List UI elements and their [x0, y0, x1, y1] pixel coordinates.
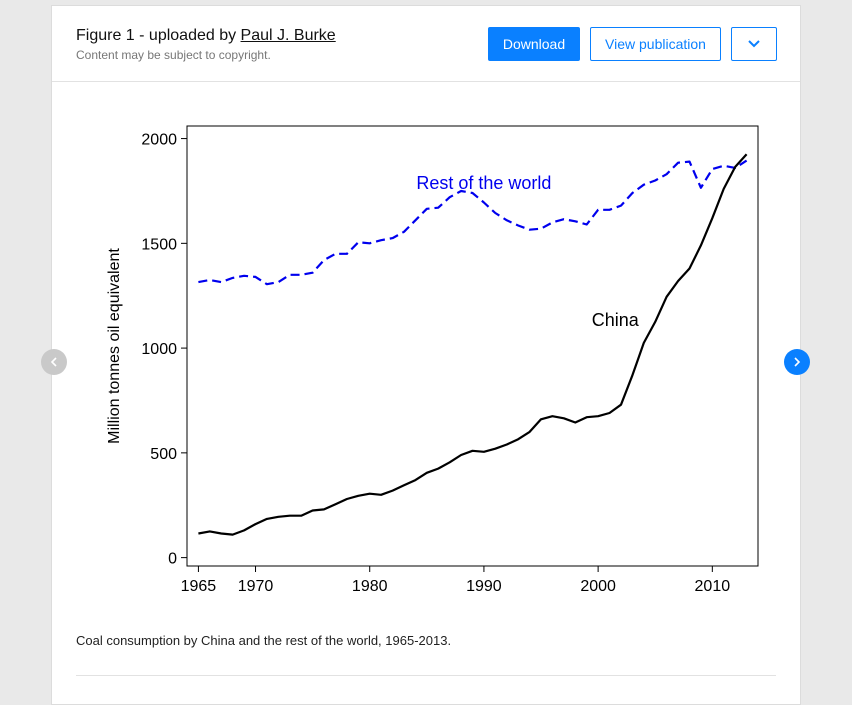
x-tick-label: 1980: [352, 578, 388, 595]
x-tick-label: 1990: [466, 578, 502, 595]
figure-header: Figure 1 - uploaded by Paul J. Burke Con…: [52, 6, 800, 82]
plot-frame: [186, 125, 759, 567]
chevron-left-icon: [50, 357, 57, 367]
series-label-rest-of-the-world: Rest of the world: [416, 173, 551, 193]
figure-title: Figure 1 - uploaded by Paul J. Burke: [76, 27, 336, 45]
x-tick-label: 1970: [238, 578, 274, 595]
previous-figure-button[interactable]: [41, 349, 67, 375]
x-tick-label: 2000: [580, 578, 616, 595]
figure-caption: Coal consumption by China and the rest o…: [76, 633, 452, 648]
chevron-right-icon: [794, 357, 801, 367]
y-tick-label: 1500: [141, 236, 177, 253]
more-options-button[interactable]: [731, 27, 777, 61]
coal-consumption-chart: 0 500 1000 1500 2000 1965 1970 1980 1990 2000 2010…: [106, 125, 759, 595]
x-tick-label: 1965: [181, 578, 217, 595]
y-axis-label: Million tonnes oil equivalent: [106, 248, 123, 444]
y-tick-label: 1000: [141, 341, 177, 358]
chart-area: 0 500 1000 1500 2000 1965 1970 1980 1990 2000 2010…: [52, 82, 802, 622]
series-line-china: [198, 153, 748, 536]
y-tick-label: 2000: [141, 132, 177, 149]
series-line-rest-of-the-world: [198, 159, 748, 286]
chevron-down-icon: [748, 40, 760, 48]
caption-divider: [76, 675, 776, 676]
y-tick-label: 0: [168, 551, 177, 568]
series-label-china: China: [592, 310, 640, 330]
title-prefix: Figure 1 - uploaded by: [76, 27, 241, 44]
view-publication-button[interactable]: View publication: [590, 27, 721, 61]
next-figure-button[interactable]: [784, 349, 810, 375]
x-tick-label: 2010: [695, 578, 731, 595]
author-link[interactable]: Paul J. Burke: [240, 27, 336, 44]
copyright-note: Content may be subject to copyright.: [76, 48, 271, 62]
y-tick-label: 500: [150, 446, 177, 463]
download-button[interactable]: Download: [488, 27, 580, 61]
figure-card: Figure 1 - uploaded by Paul J. Burke Con…: [51, 5, 801, 705]
